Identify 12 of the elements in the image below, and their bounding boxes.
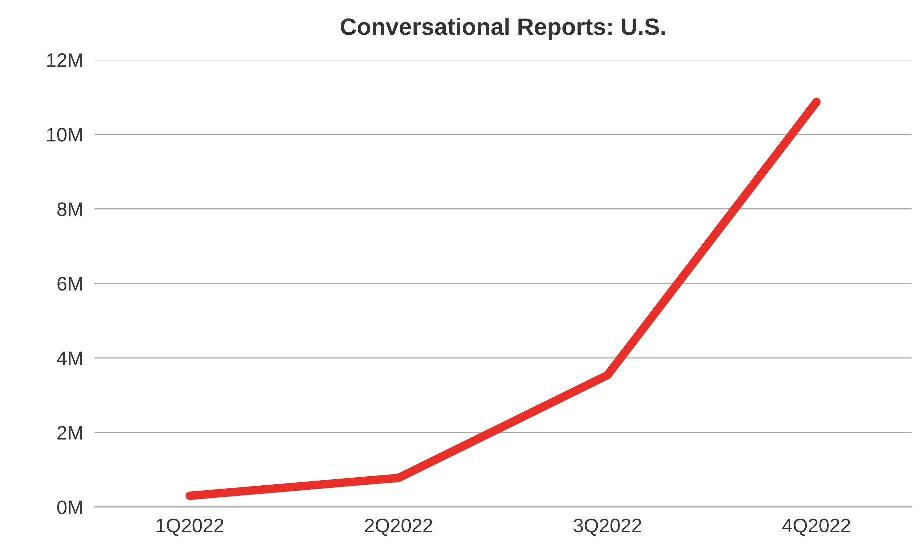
y-tick-label: 12M (47, 54, 82, 68)
y-tick-label: 2M (58, 426, 82, 440)
y-tick-label: 6M (58, 277, 82, 291)
x-tick-label: 3Q2022 (574, 518, 642, 536)
y-tick-label: 10M (47, 128, 82, 142)
chart-title: Conversational Reports: U.S. (340, 18, 666, 40)
x-tick-label: 1Q2022 (156, 518, 224, 536)
x-tick-label: 2Q2022 (365, 518, 432, 536)
y-tick-label: 8M (58, 202, 82, 216)
y-tick-label: 0M (58, 500, 82, 514)
y-tick-label: 4M (57, 352, 82, 366)
x-tick-label: 4Q2022 (782, 518, 850, 536)
